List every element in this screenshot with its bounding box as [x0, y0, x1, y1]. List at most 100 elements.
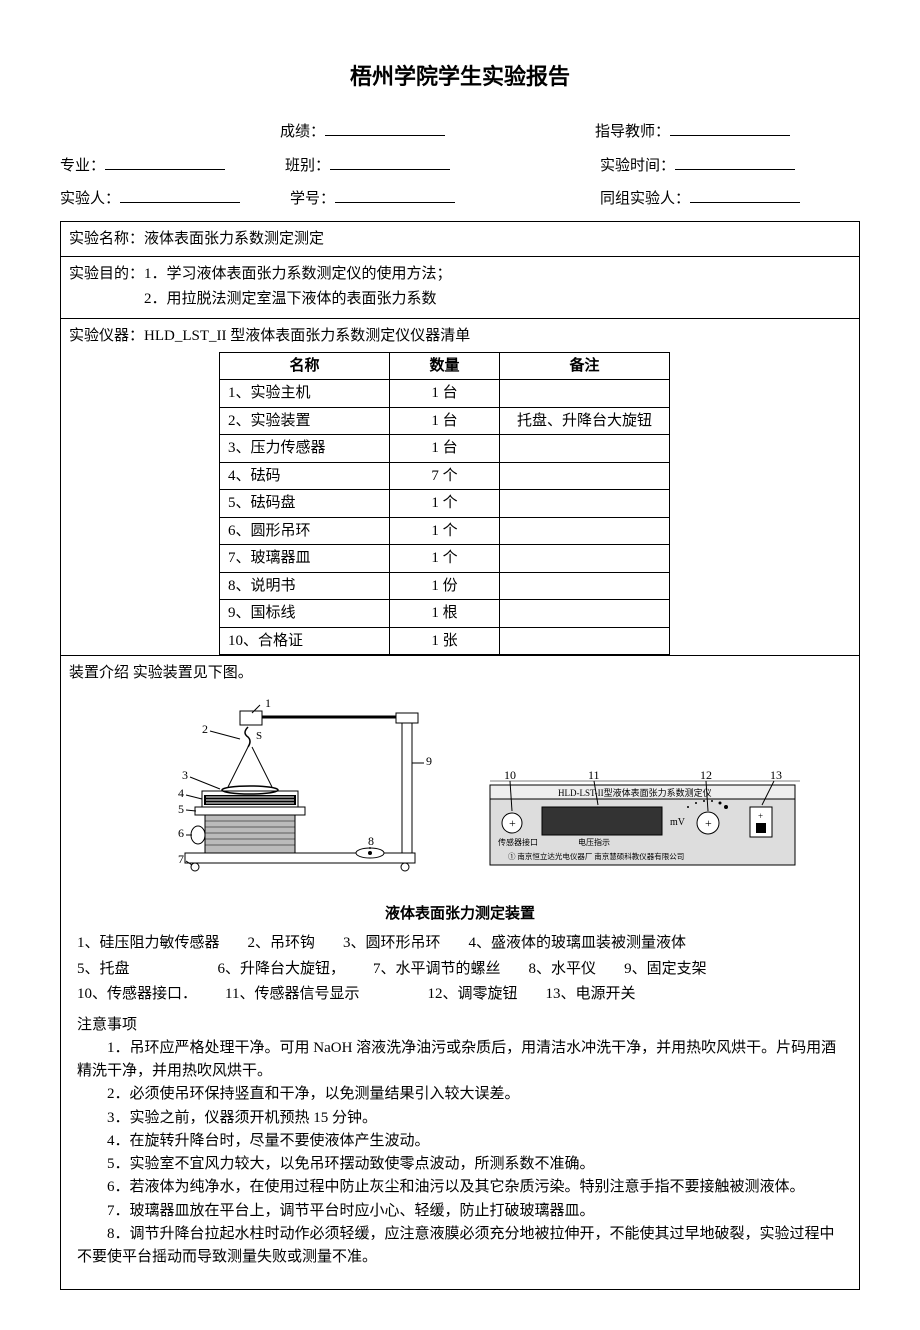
cell-qty: 1 台	[390, 407, 500, 435]
table-row: 4、砝码7 个	[220, 462, 670, 490]
cell-name: 8、说明书	[220, 572, 390, 600]
svg-text:+: +	[758, 811, 763, 821]
purpose-section: 实验目的： 1．学习液体表面张力系数测定仪的使用方法； 2．用拉脱法测定室温下液…	[61, 257, 859, 319]
header-row-1: 成绩： 指导教师：	[60, 118, 860, 144]
legend-item: 11、传感器信号显示	[225, 982, 359, 1008]
time-field: 实验时间：	[600, 152, 795, 178]
svg-text:8: 8	[368, 834, 374, 848]
svg-text:电压指示: 电压指示	[578, 837, 610, 847]
table-row: 9、国标线1 根	[220, 600, 670, 628]
partner-blank[interactable]	[690, 185, 800, 203]
svg-text:13: 13	[770, 768, 782, 782]
cell-name: 2、实验装置	[220, 407, 390, 435]
legend-item: 10、传感器接口．	[77, 982, 197, 1008]
legend-item: 4、盛液体的玻璃皿装被测量液体	[469, 931, 687, 957]
legend-item: 3、圆环形吊环	[343, 931, 441, 957]
apparatus-diagram: S 1 2 3 4 5	[110, 695, 810, 895]
svg-text:mV: mV	[670, 817, 686, 828]
cell-qty: 1 台	[390, 435, 500, 463]
cell-name: 9、国标线	[220, 600, 390, 628]
table-row: 2、实验装置1 台托盘、升降台大旋钮	[220, 407, 670, 435]
note-item: 2．必须使吊环保持竖直和干净，以免测量结果引入较大误差。	[77, 1083, 843, 1106]
major-field: 专业：	[60, 152, 225, 178]
score-blank[interactable]	[325, 118, 445, 136]
teacher-blank[interactable]	[670, 118, 790, 136]
person-blank[interactable]	[120, 185, 240, 203]
table-row: 10、合格证1 张	[220, 627, 670, 655]
cell-qty: 1 份	[390, 572, 500, 600]
cell-qty: 1 个	[390, 490, 500, 518]
legend-item: 2、吊环钩	[248, 931, 316, 957]
page-title: 梧州学院学生实验报告	[60, 60, 860, 93]
legend-item: 13、电源开关	[545, 982, 635, 1008]
cell-note: 托盘、升降台大旋钮	[500, 407, 670, 435]
purpose-2: 2．用拉脱法测定室温下液体的表面张力系数	[144, 288, 851, 311]
notes-section: 注意事项 1．吊环应严格处理干净。可用 NaOH 溶液洗净油污或杂质后，用清洁水…	[69, 1010, 851, 1280]
purpose-label: 实验目的：	[69, 263, 144, 312]
cell-note	[500, 490, 670, 518]
partner-field: 同组实验人：	[600, 185, 800, 211]
cell-name: 3、压力传感器	[220, 435, 390, 463]
cell-note	[500, 572, 670, 600]
cell-name: 4、砝码	[220, 462, 390, 490]
svg-text:6: 6	[178, 826, 184, 840]
cell-qty: 1 台	[390, 380, 500, 408]
note-item: 5．实验室不宜风力较大，以免吊环摆动致使零点波动，所测系数不准确。	[77, 1153, 843, 1176]
svg-text:2: 2	[202, 722, 208, 736]
notes-title: 注意事项	[77, 1014, 843, 1037]
note-item: 4．在旋转升降台时，尽量不要使液体产生波动。	[77, 1130, 843, 1153]
note-item: 3．实验之前，仪器须开机预热 15 分钟。	[77, 1107, 843, 1130]
cell-qty: 1 个	[390, 545, 500, 573]
device-intro-text: 装置介绍 实验装置见下图。	[69, 662, 851, 685]
th-note: 备注	[500, 352, 670, 380]
legend-item: 6、升降台大旋钮，	[218, 957, 346, 983]
legend-item: 8、水平仪	[529, 957, 597, 983]
purpose-content: 1．学习液体表面张力系数测定仪的使用方法； 2．用拉脱法测定室温下液体的表面张力…	[144, 263, 851, 312]
svg-text:3: 3	[182, 768, 188, 782]
svg-text:HLD-LST-II型液体表面张力系数测定仪: HLD-LST-II型液体表面张力系数测定仪	[558, 787, 712, 798]
svg-text:10: 10	[504, 768, 516, 782]
svg-text:7: 7	[178, 852, 184, 866]
class-blank[interactable]	[330, 152, 450, 170]
table-row: 1、实验主机1 台	[220, 380, 670, 408]
svg-text:传感器接口: 传感器接口	[498, 837, 538, 847]
cell-note	[500, 545, 670, 573]
svg-text:12: 12	[700, 768, 712, 782]
sid-blank[interactable]	[335, 185, 455, 203]
svg-text:11: 11	[588, 768, 600, 782]
time-blank[interactable]	[675, 152, 795, 170]
sid-label: 学号：	[290, 188, 335, 211]
partner-label: 同组实验人：	[600, 188, 690, 211]
equip-label: 实验仪器：	[69, 328, 144, 344]
person-field: 实验人：	[60, 185, 240, 211]
legend-block: 1、硅压阻力敏传感器 2、吊环钩 3、圆环形吊环 4、盛液体的玻璃皿装被测量液体…	[69, 925, 851, 1010]
table-row: 名称 数量 备注	[220, 352, 670, 380]
major-blank[interactable]	[105, 152, 225, 170]
table-row: 7、玻璃器皿1 个	[220, 545, 670, 573]
th-qty: 数量	[390, 352, 500, 380]
cell-note	[500, 380, 670, 408]
exp-name-value: 液体表面张力系数测定测定	[144, 231, 324, 247]
purpose-1: 1．学习液体表面张力系数测定仪的使用方法；	[144, 263, 851, 286]
exp-name-label: 实验名称：	[69, 231, 144, 247]
legend-item: 12、调零旋钮	[427, 982, 517, 1008]
cell-note	[500, 517, 670, 545]
table-row: 8、说明书1 份	[220, 572, 670, 600]
svg-text:+: +	[705, 816, 712, 830]
header-row-2: 专业： 班别： 实验时间：	[60, 152, 860, 178]
header-row-3: 实验人： 学号： 同组实验人：	[60, 185, 860, 211]
cell-name: 5、砝码盘	[220, 490, 390, 518]
cell-name: 6、圆形吊环	[220, 517, 390, 545]
note-item: 1．吊环应严格处理干净。可用 NaOH 溶液洗净油污或杂质后，用清洁水冲洗干净，…	[77, 1037, 843, 1084]
table-row: 5、砝码盘1 个	[220, 490, 670, 518]
major-label: 专业：	[60, 155, 105, 178]
class-label: 班别：	[285, 155, 330, 178]
score-label: 成绩：	[280, 121, 325, 144]
cell-note	[500, 435, 670, 463]
equipment-section: 实验仪器：HLD_LST_II 型液体表面张力系数测定仪仪器清单 名称 数量 备…	[61, 319, 859, 656]
device-section: 装置介绍 实验装置见下图。	[61, 656, 859, 1289]
class-field: 班别：	[285, 152, 450, 178]
main-box: 实验名称：液体表面张力系数测定测定 实验目的： 1．学习液体表面张力系数测定仪的…	[60, 221, 860, 1291]
score-field: 成绩：	[280, 118, 445, 144]
legend-item: 1、硅压阻力敏传感器	[77, 931, 220, 957]
